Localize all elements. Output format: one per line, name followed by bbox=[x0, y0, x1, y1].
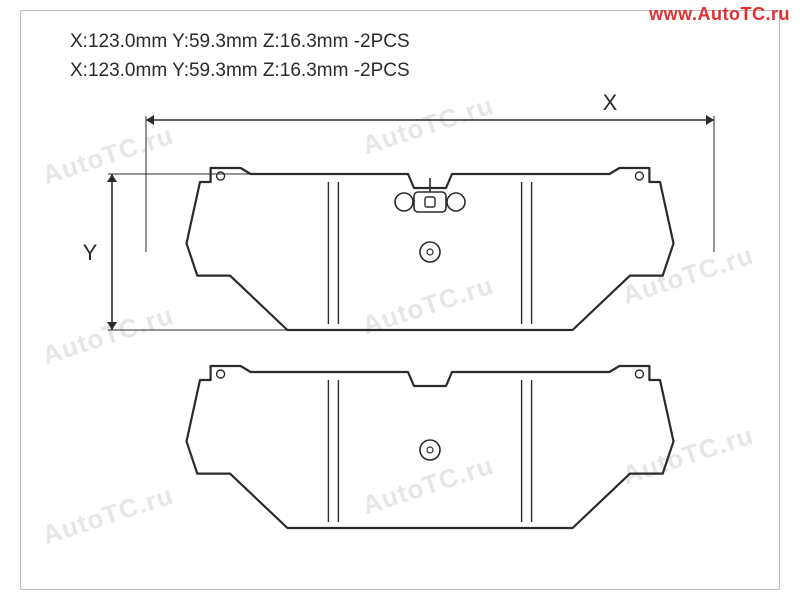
svg-text:X: X bbox=[603, 90, 618, 115]
svg-text:Y: Y bbox=[83, 240, 98, 265]
brake-pad-diagram: XY bbox=[0, 0, 800, 600]
